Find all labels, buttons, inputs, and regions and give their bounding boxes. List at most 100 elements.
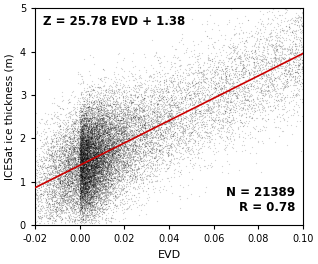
Point [99, 147, 104, 151]
Point [84, 144, 89, 148]
Point [97, 96, 102, 100]
Point [82, 161, 87, 165]
Point [103, 144, 108, 148]
Point [101, 178, 106, 182]
Point [241, 75, 246, 79]
Point [88, 106, 93, 110]
Point [130, 145, 135, 149]
Point [101, 137, 106, 141]
Point [104, 187, 109, 191]
Point [70, 199, 75, 203]
Point [100, 184, 105, 188]
Point [293, 49, 298, 54]
Point [100, 153, 105, 157]
Point [179, 97, 184, 101]
Point [82, 187, 87, 192]
Point [64, 132, 69, 136]
Point [169, 134, 174, 138]
Point [107, 175, 112, 180]
Point [228, 108, 233, 112]
Point [171, 124, 176, 128]
Point [92, 149, 97, 154]
Point [237, 21, 242, 26]
Point [80, 191, 85, 195]
Point [169, 116, 174, 121]
Point [175, 161, 180, 165]
Point [80, 146, 86, 150]
Point [218, 117, 223, 122]
Point [143, 113, 148, 117]
Point [171, 84, 176, 88]
Point [88, 162, 93, 166]
Point [218, 95, 223, 99]
Point [89, 126, 94, 131]
Point [124, 130, 129, 134]
Point [146, 140, 151, 144]
Point [141, 148, 146, 153]
Point [188, 96, 193, 100]
Point [112, 152, 117, 156]
Point [87, 172, 92, 176]
Point [51, 143, 56, 147]
Point [85, 125, 90, 129]
Point [79, 164, 84, 169]
Point [79, 177, 84, 181]
Point [114, 118, 120, 122]
Point [91, 121, 96, 125]
Point [96, 124, 101, 128]
Point [85, 149, 90, 153]
Point [74, 221, 79, 225]
Point [101, 105, 107, 109]
Point [75, 169, 80, 174]
Point [112, 193, 117, 197]
Point [83, 159, 88, 163]
Point [171, 114, 176, 118]
Point [124, 206, 129, 210]
Point [149, 146, 154, 150]
Point [77, 158, 82, 162]
Point [88, 185, 93, 190]
Point [68, 162, 73, 166]
Point [68, 150, 73, 155]
Point [118, 176, 123, 180]
Point [95, 134, 100, 139]
Point [144, 133, 149, 137]
Point [98, 156, 103, 160]
Point [85, 130, 90, 134]
Point [105, 112, 110, 116]
Point [95, 122, 100, 127]
Point [79, 147, 84, 151]
Point [98, 196, 103, 200]
Point [229, 86, 234, 90]
Point [142, 125, 148, 129]
Point [84, 120, 89, 124]
Point [84, 111, 89, 115]
Point [91, 182, 96, 186]
Point [90, 170, 95, 174]
Point [85, 147, 90, 151]
Point [54, 183, 59, 187]
Point [246, 55, 251, 59]
Point [239, 107, 245, 112]
Point [46, 201, 51, 205]
Point [88, 155, 93, 159]
Point [115, 157, 121, 161]
Point [88, 148, 93, 152]
Point [80, 205, 85, 209]
Point [100, 149, 106, 154]
Point [48, 182, 53, 186]
Point [52, 152, 57, 156]
Point [78, 173, 83, 177]
Point [147, 127, 152, 131]
Point [105, 152, 110, 156]
Point [100, 155, 105, 159]
Point [86, 138, 91, 142]
Point [279, 81, 284, 85]
Point [117, 150, 122, 154]
Point [101, 207, 106, 211]
Point [117, 119, 122, 124]
Point [103, 174, 108, 178]
Point [108, 164, 113, 168]
Point [91, 112, 96, 116]
Point [196, 109, 201, 113]
